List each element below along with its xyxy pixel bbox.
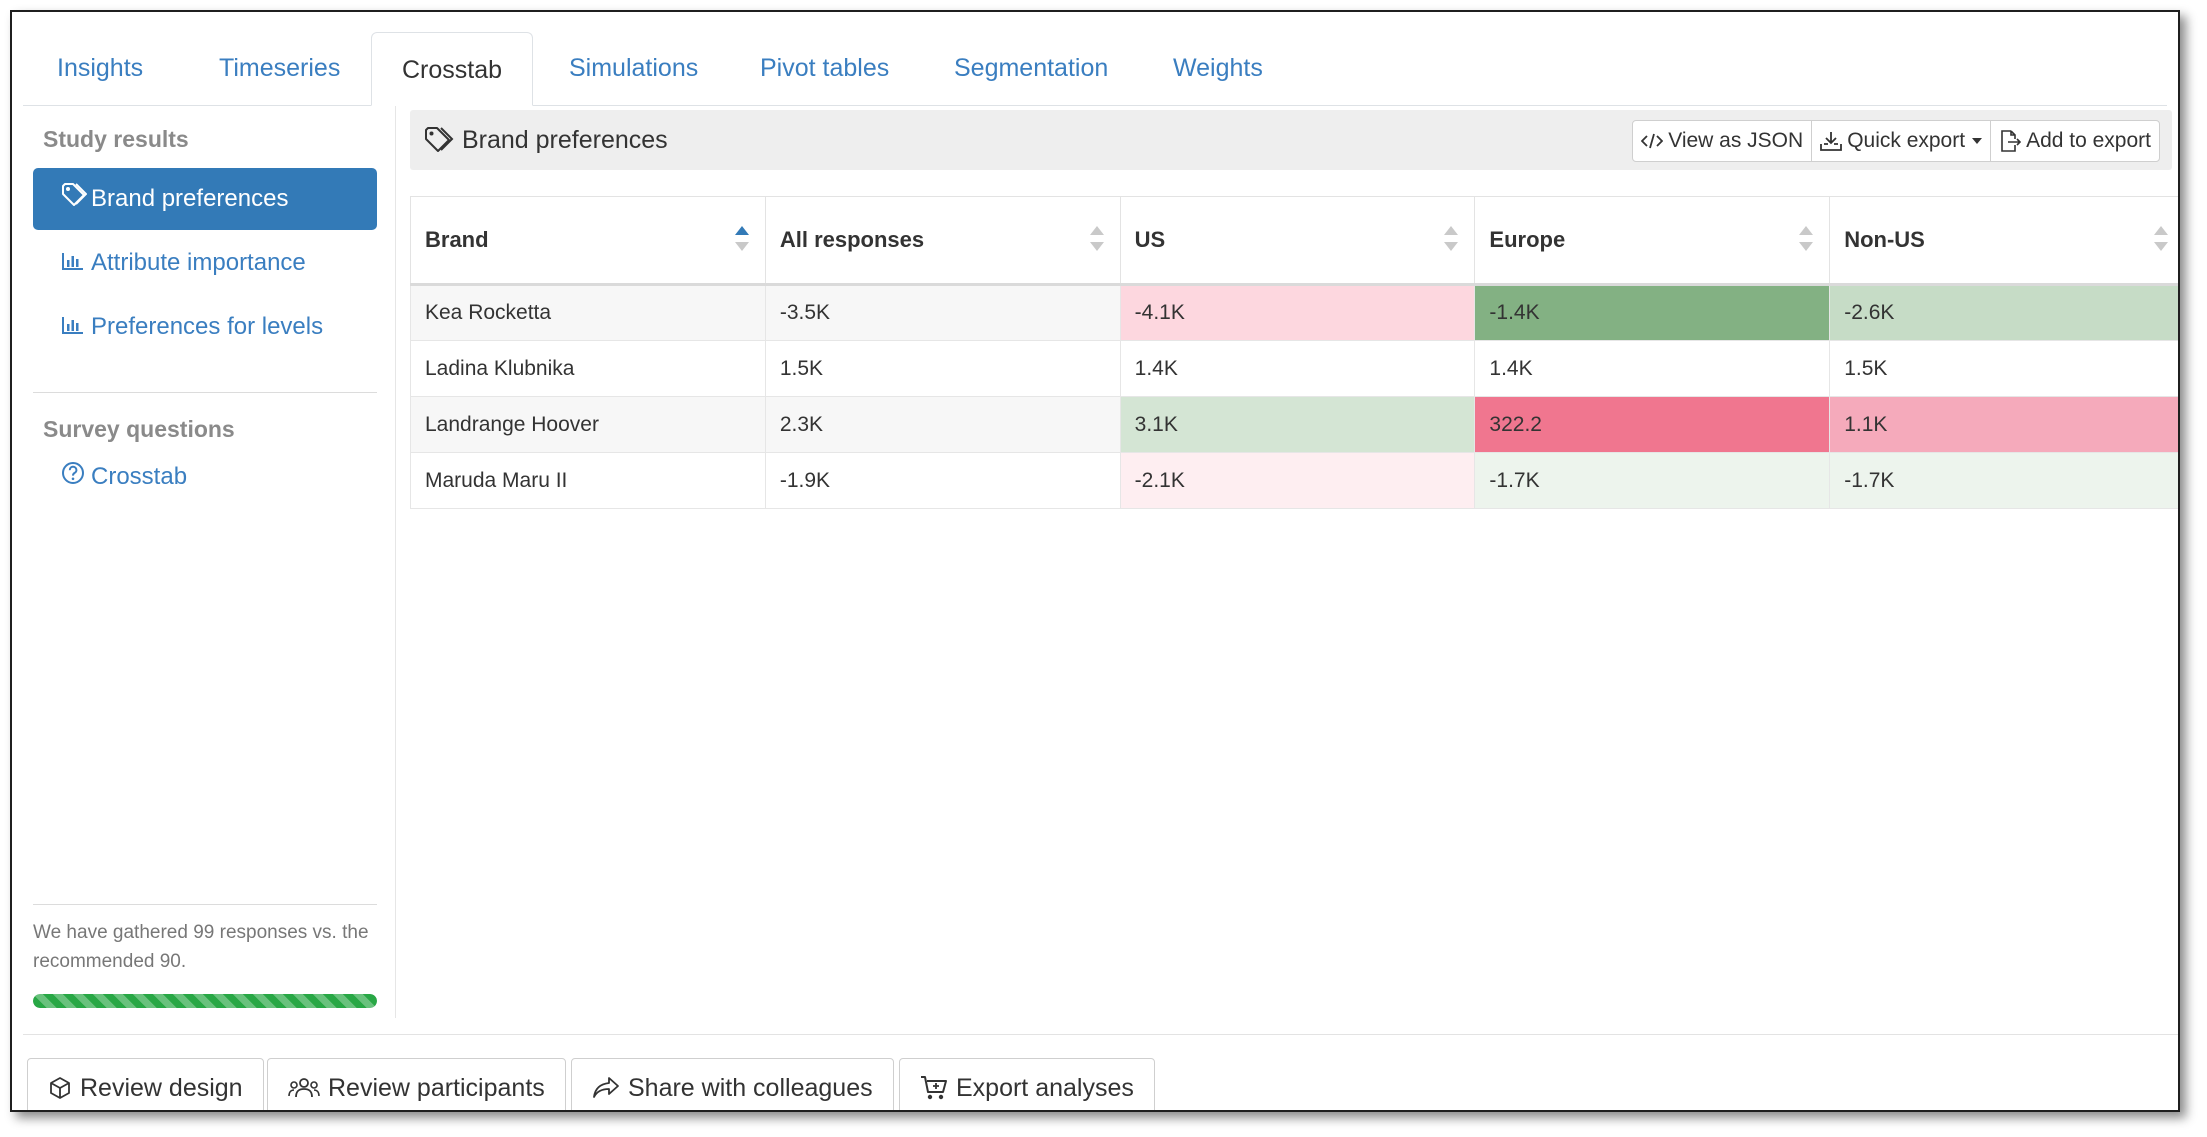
view-as-json-label: View as JSON <box>1668 129 1804 152</box>
table-cell: -1.4K <box>1474 284 1831 341</box>
tab-pivot-tables[interactable]: Pivot tables <box>760 54 890 82</box>
responses-progress-fill <box>33 994 377 1008</box>
export-analyses-label: Export analyses <box>956 1074 1134 1102</box>
sidebar-item-label: Attribute importance <box>91 249 306 276</box>
sort-icon <box>2154 226 2168 258</box>
table-cell: 2.3K <box>765 396 1121 453</box>
column-header-europe[interactable]: Europe <box>1474 196 1831 286</box>
cart-icon <box>921 1076 947 1100</box>
sidebar-bottom-divider <box>33 904 377 905</box>
column-header-us[interactable]: US <box>1120 196 1476 286</box>
panel-title: Brand preferences <box>424 110 668 170</box>
column-header-all-responses[interactable]: All responses <box>765 196 1121 286</box>
table-cell: 322.2 <box>1474 396 1831 453</box>
panel-header: Brand preferences View as JSON Quick exp… <box>410 110 2172 170</box>
code-icon <box>1641 133 1664 149</box>
tab-insights[interactable]: Insights <box>57 54 144 82</box>
panel-title-text: Brand preferences <box>462 126 668 154</box>
sidebar-divider <box>33 392 377 393</box>
chevron-down-icon <box>1972 138 1983 144</box>
share-label: Share with colleagues <box>628 1074 873 1102</box>
share-with-colleagues-button[interactable]: Share with colleagues <box>571 1058 894 1110</box>
footer-divider <box>23 1034 2178 1035</box>
tag-icon <box>425 127 454 153</box>
column-header-label: Europe <box>1489 227 1566 252</box>
table-cell: -4.1K <box>1120 284 1476 341</box>
table-header-row: Brand All responses US Europe Non-US <box>410 196 2178 286</box>
table-cell: Kea Rocketta <box>410 284 766 341</box>
download-icon <box>1820 132 1843 151</box>
column-header-label: All responses <box>779 227 925 252</box>
table-cell: -2.6K <box>1829 284 2178 341</box>
sort-icon <box>734 226 749 258</box>
share-icon <box>593 1077 619 1098</box>
table-cell: -1.7K <box>1474 452 1831 509</box>
bar-chart-icon <box>61 297 91 359</box>
quick-export-label: Quick export <box>1847 129 1966 152</box>
sidebar: Study results Brand preferences Attribut… <box>23 106 396 1018</box>
cube-icon <box>50 1077 70 1099</box>
column-header-non-us[interactable]: Non-US <box>1829 196 2178 286</box>
tab-simulations[interactable]: Simulations <box>569 54 699 82</box>
table-cell: Ladina Klubnika <box>410 340 766 397</box>
review-participants-label: Review participants <box>328 1074 545 1102</box>
tag-icon <box>61 169 91 231</box>
survey-questions-heading: Survey questions <box>43 416 235 442</box>
table-cell: 1.5K <box>1829 340 2178 397</box>
table-row: Ladina Klubnika 1.5K 1.4K 1.4K 1.5K <box>410 340 2178 397</box>
table-cell: 1.4K <box>1120 340 1476 397</box>
table-cell: 1.4K <box>1474 340 1831 397</box>
sidebar-item-crosstab[interactable]: Crosstab <box>33 446 377 508</box>
sidebar-item-label: Preferences for levels <box>91 313 324 340</box>
crosstab-table: Brand All responses US Europe Non-US Kea… <box>410 196 2178 509</box>
sort-icon <box>1444 226 1459 258</box>
table-cell: -1.9K <box>765 452 1121 509</box>
export-button-group: View as JSON Quick export Add to export <box>1632 120 2160 162</box>
export-analyses-button[interactable]: Export analyses <box>899 1058 1155 1110</box>
sidebar-item-label: Brand preferences <box>91 185 289 212</box>
quick-export-button[interactable]: Quick export <box>1812 121 1992 161</box>
column-header-brand[interactable]: Brand <box>410 196 766 286</box>
bar-chart-icon <box>61 233 91 295</box>
tab-indicator <box>174 94 332 97</box>
file-export-icon <box>2001 130 2022 152</box>
tab-timeseries[interactable]: Timeseries <box>219 54 341 82</box>
table-cell: Landrange Hoover <box>410 396 766 453</box>
table-cell: 3.1K <box>1120 396 1476 453</box>
people-icon <box>288 1078 320 1098</box>
view-as-json-button[interactable]: View as JSON <box>1633 121 1813 161</box>
sidebar-item-preferences-for-levels[interactable]: Preferences for levels <box>33 296 377 358</box>
column-header-label: Non-US <box>1844 227 1925 252</box>
table-cell: -2.1K <box>1120 452 1476 509</box>
table-row: Kea Rocketta -3.5K -4.1K -1.4K -2.6K <box>410 284 2178 341</box>
table-cell: 1.1K <box>1829 396 2178 453</box>
sort-icon <box>1089 226 1104 258</box>
table-cell: Maruda Maru II <box>410 452 766 509</box>
table-cell: -1.7K <box>1829 452 2178 509</box>
review-participants-button[interactable]: Review participants <box>267 1058 566 1110</box>
table-row: Landrange Hoover 2.3K 3.1K 322.2 1.1K <box>410 396 2178 453</box>
table-row: Maruda Maru II -1.9K -2.1K -1.7K -1.7K <box>410 452 2178 509</box>
sidebar-item-label: Crosstab <box>91 463 188 490</box>
column-header-label: US <box>1134 227 1166 252</box>
responses-progress-text: We have gathered 99 responses vs. the re… <box>33 922 369 972</box>
add-to-export-button[interactable]: Add to export <box>1991 121 2159 161</box>
add-to-export-label: Add to export <box>2026 129 2151 152</box>
question-circle-icon <box>61 447 91 509</box>
responses-progress-bar <box>33 994 377 1008</box>
table-cell: -3.5K <box>765 284 1121 341</box>
table-cell: 1.5K <box>765 340 1121 397</box>
study-results-heading: Study results <box>43 126 189 152</box>
sidebar-item-brand-preferences[interactable]: Brand preferences <box>33 168 377 230</box>
tab-weights[interactable]: Weights <box>1173 54 1263 82</box>
review-design-button[interactable]: Review design <box>27 1058 264 1110</box>
app-window: Insights Timeseries Crosstab Simulations… <box>10 10 2180 1112</box>
review-design-label: Review design <box>80 1074 243 1102</box>
tab-segmentation[interactable]: Segmentation <box>954 54 1109 82</box>
sidebar-item-attribute-importance[interactable]: Attribute importance <box>33 232 377 294</box>
tab-bar: Insights Timeseries Crosstab Simulations… <box>23 23 2167 106</box>
sort-icon <box>1799 226 1814 258</box>
tab-crosstab[interactable]: Crosstab <box>371 32 534 106</box>
column-header-label: Brand <box>425 227 489 252</box>
